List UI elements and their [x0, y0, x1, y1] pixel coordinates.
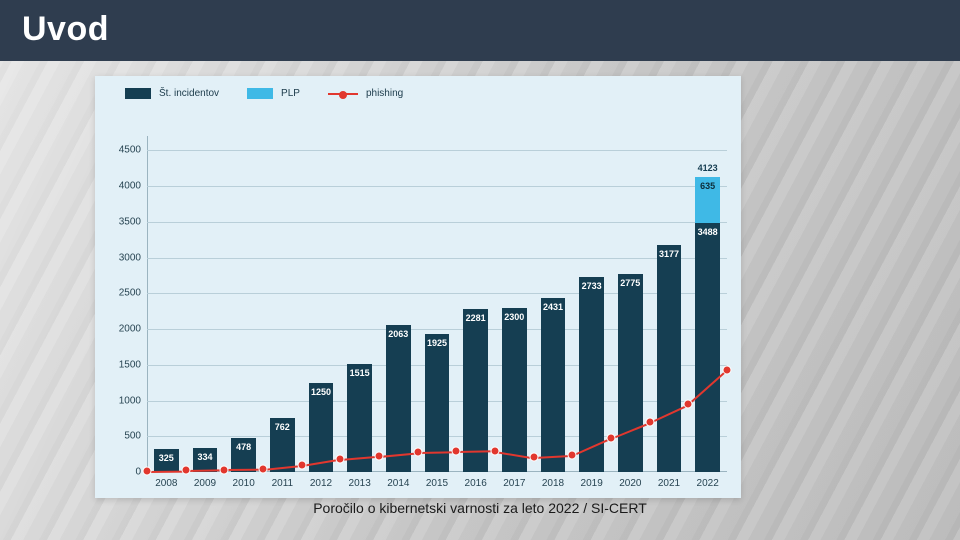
gridline	[147, 150, 727, 151]
bar-secondary: 6354123	[695, 177, 720, 222]
y-tick-label: 3000	[119, 252, 147, 263]
legend-item: PLP	[247, 88, 300, 99]
chart-legend: Št. incidentov PLP phishing	[125, 88, 403, 99]
y-tick-label: 2000	[119, 324, 147, 335]
x-tick-label: 2015	[426, 472, 448, 489]
bar-value-label: 2733	[579, 281, 604, 291]
line-point	[413, 447, 422, 456]
bar-value-label: 1515	[347, 368, 372, 378]
y-tick-label: 1000	[119, 395, 147, 406]
x-tick-label: 2014	[387, 472, 409, 489]
bar-primary: 2063	[386, 325, 411, 472]
line-point	[220, 465, 229, 474]
line-point	[607, 433, 616, 442]
x-tick-label: 2020	[619, 472, 641, 489]
line-point	[297, 461, 306, 470]
page-title: Uvod	[22, 10, 109, 48]
legend-swatch	[247, 88, 273, 99]
legend-label: PLP	[281, 88, 300, 99]
bar-value-label: 3177	[657, 249, 682, 259]
line-segment	[147, 470, 186, 472]
bar-value-label: 478	[231, 442, 256, 452]
bar-value-label: 334	[193, 452, 218, 462]
bar-primary: 2300	[502, 308, 527, 472]
line-point	[259, 465, 268, 474]
bar-primary: 3177	[657, 245, 682, 472]
x-tick-label: 2019	[581, 472, 603, 489]
y-tick-label: 3500	[119, 216, 147, 227]
gridline	[147, 258, 727, 259]
line-point	[491, 446, 500, 455]
line-point	[143, 466, 152, 475]
source-caption-text: Poročilo o kibernetski varnosti za leto …	[313, 500, 647, 516]
y-tick-label: 500	[124, 431, 147, 442]
chart-plot-area: 0500100015002000250030003500400045002008…	[147, 136, 727, 472]
source-caption: Poročilo o kibernetski varnosti za leto …	[0, 500, 960, 516]
legend-item: Št. incidentov	[125, 88, 219, 99]
gridline	[147, 186, 727, 187]
line-point	[529, 453, 538, 462]
line-point	[375, 451, 384, 460]
line-point	[645, 417, 654, 426]
bar-value-label: 2775	[618, 278, 643, 288]
x-tick-label: 2008	[155, 472, 177, 489]
line-point	[181, 466, 190, 475]
bar-value-label: 762	[270, 422, 295, 432]
bar-value-label: 325	[154, 453, 179, 463]
line-segment	[418, 451, 457, 454]
legend-line-icon	[328, 93, 358, 95]
bar-primary: 1250	[309, 383, 334, 472]
bar-value-label: 2300	[502, 312, 527, 322]
bar-value-label: 2431	[541, 302, 566, 312]
bar-primary: 3488	[695, 223, 720, 472]
x-tick-label: 2018	[542, 472, 564, 489]
x-tick-label: 2021	[658, 472, 680, 489]
slide-header: Uvod	[0, 0, 960, 61]
y-tick-label: 1500	[119, 359, 147, 370]
x-tick-label: 2010	[233, 472, 255, 489]
bar-value-label: 3488	[695, 227, 720, 237]
bar-value-label: 1250	[309, 387, 334, 397]
line-point	[452, 447, 461, 456]
line-point	[684, 400, 693, 409]
x-tick-label: 2017	[503, 472, 525, 489]
legend-item: phishing	[328, 88, 403, 99]
y-tick-label: 4500	[119, 145, 147, 156]
x-tick-label: 2013	[349, 472, 371, 489]
x-tick-label: 2016	[465, 472, 487, 489]
bar-primary: 334	[193, 448, 218, 472]
x-tick-label: 2022	[697, 472, 719, 489]
x-tick-label: 2012	[310, 472, 332, 489]
line-point	[336, 454, 345, 463]
y-tick-label: 4000	[119, 181, 147, 192]
bar-primary: 762	[270, 418, 295, 472]
legend-swatch	[125, 88, 151, 99]
y-tick-label: 2500	[119, 288, 147, 299]
bar-total-label: 4123	[695, 163, 720, 173]
bar-value-label: 2063	[386, 329, 411, 339]
legend-label: Št. incidentov	[159, 88, 219, 99]
bar-primary: 2281	[463, 309, 488, 472]
x-tick-label: 2009	[194, 472, 216, 489]
line-point	[568, 450, 577, 459]
x-tick-label: 2011	[272, 472, 294, 489]
bar-primary: 2775	[618, 274, 643, 472]
bar-primary: 478	[231, 438, 256, 472]
bar-secondary-label: 635	[695, 181, 720, 191]
gridline	[147, 222, 727, 223]
chart-card: Št. incidentov PLP phishing 05001000150020…	[95, 76, 741, 498]
legend-label: phishing	[366, 88, 403, 99]
bar-primary: 2431	[541, 298, 566, 472]
bar-primary: 325	[154, 449, 179, 472]
bar-value-label: 1925	[425, 338, 450, 348]
line-point	[723, 365, 732, 374]
bar-value-label: 2281	[463, 313, 488, 323]
